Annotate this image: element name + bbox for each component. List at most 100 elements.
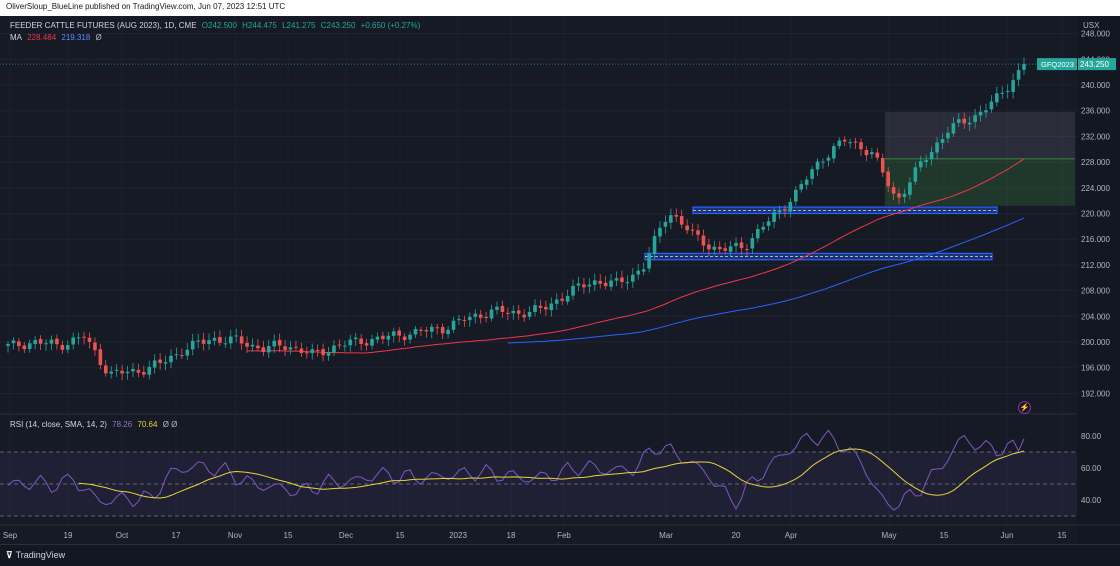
candle [978, 105, 983, 122]
badge-price: 243.250 [1080, 60, 1109, 69]
candle-body [810, 169, 814, 179]
candle [1022, 57, 1026, 76]
candle [652, 229, 657, 260]
candle [250, 338, 255, 352]
candle-body [27, 343, 32, 349]
candle [391, 327, 396, 343]
candle-body [457, 318, 461, 321]
ma-extra: Ø [95, 33, 102, 42]
candle [609, 273, 613, 291]
candle-body [109, 371, 114, 374]
candle-body [935, 142, 939, 153]
candle [370, 334, 374, 350]
candle-body [332, 345, 336, 353]
candle [223, 336, 228, 348]
candle [158, 353, 162, 370]
candle [109, 366, 114, 379]
candle [750, 233, 755, 254]
candle-body [299, 348, 304, 354]
grid-lines [0, 16, 1120, 525]
candle-body [419, 329, 423, 331]
candle [967, 116, 972, 131]
candle [103, 359, 108, 377]
candle [413, 325, 418, 338]
candle-body [734, 242, 738, 247]
lightning-icon[interactable]: ⚡ [1018, 401, 1031, 414]
candle [723, 242, 727, 255]
chart-zones [0, 63, 1077, 261]
time-tick-13: Apr [785, 531, 798, 540]
candle-body [468, 316, 472, 321]
badge-price-bg [1078, 58, 1116, 71]
candle-body [440, 327, 445, 334]
candle-body [234, 335, 238, 337]
candle-body [745, 249, 749, 251]
candle [49, 335, 54, 351]
candle-body [326, 352, 331, 356]
candle-body [859, 142, 863, 150]
candle-body [777, 209, 782, 213]
candle [962, 112, 967, 129]
tradingview-logo[interactable]: ⊽ TradingView [6, 550, 65, 561]
candle [136, 363, 141, 378]
ohlc-high: H244.475 [242, 21, 277, 30]
candle-body [250, 344, 255, 347]
candle [511, 305, 516, 320]
price-tick-6: 216.000 [1081, 235, 1110, 244]
candle-body [913, 167, 918, 182]
time-axis[interactable]: Sep 19 Oct 17 Nov 15 Dec 15 2023 18 Feb Mar 20 Apr May… [0, 524, 1120, 540]
candle-body [728, 246, 733, 252]
candle [408, 331, 412, 344]
candle [457, 314, 461, 325]
candle [152, 354, 157, 374]
candle-body [239, 336, 244, 344]
candle [196, 333, 200, 349]
candle-body [391, 331, 396, 336]
time-tick-12: 20 [732, 531, 741, 540]
candle [522, 309, 526, 323]
symbol-legend[interactable]: FEEDER CATTLE FUTURES (AUG 2023), 1D, CM… [10, 21, 423, 30]
candle-body [147, 366, 152, 375]
price-chart[interactable]: USX 192.000 196.000 200.000 204.000 208.000 21… [0, 16, 1120, 544]
candle-body [114, 369, 119, 371]
candle [995, 86, 999, 107]
price-tick-4: 208.000 [1081, 287, 1110, 296]
candle-body [446, 329, 450, 335]
candle-body [696, 230, 700, 235]
candle-body [821, 161, 825, 163]
candle [245, 336, 249, 353]
time-tick-1: 19 [64, 531, 73, 540]
rsi-tick-2: 80.00 [1081, 432, 1102, 441]
footer-bar: ⊽ TradingView [0, 544, 1120, 566]
candle [538, 299, 543, 314]
rsi-legend[interactable]: RSI (14, close, SMA, 14, 2) 78.26 70.64 … [10, 420, 180, 429]
candle-body [571, 285, 575, 296]
candle [707, 238, 711, 256]
candle [984, 103, 988, 118]
candle-body [989, 101, 994, 110]
price-axis[interactable]: USX 192.000 196.000 200.000 204.000 208.000 21… [1077, 16, 1120, 544]
rsi-value: 78.26 [112, 420, 133, 429]
candle-body [1005, 90, 1010, 92]
price-tick-8: 224.000 [1081, 184, 1110, 193]
candle-body [190, 340, 195, 350]
candle [679, 209, 684, 229]
candle [337, 339, 342, 350]
candle [804, 176, 809, 190]
candle [294, 340, 298, 352]
candle [625, 275, 630, 290]
rsi-lines [7, 429, 1025, 511]
candle [60, 340, 65, 354]
candle-body [489, 309, 494, 319]
candle [940, 133, 945, 149]
ma-legend[interactable]: MA 228.484 219.318 Ø [10, 33, 105, 42]
candles [6, 57, 1026, 381]
time-tick-8: 2023 [449, 531, 467, 540]
candle-body [163, 362, 168, 364]
candle [859, 138, 863, 156]
candle-body [397, 330, 401, 336]
price-tick-12: 240.000 [1081, 81, 1110, 90]
candle-body [995, 93, 999, 103]
candle [924, 154, 929, 168]
candle-body [891, 187, 896, 194]
